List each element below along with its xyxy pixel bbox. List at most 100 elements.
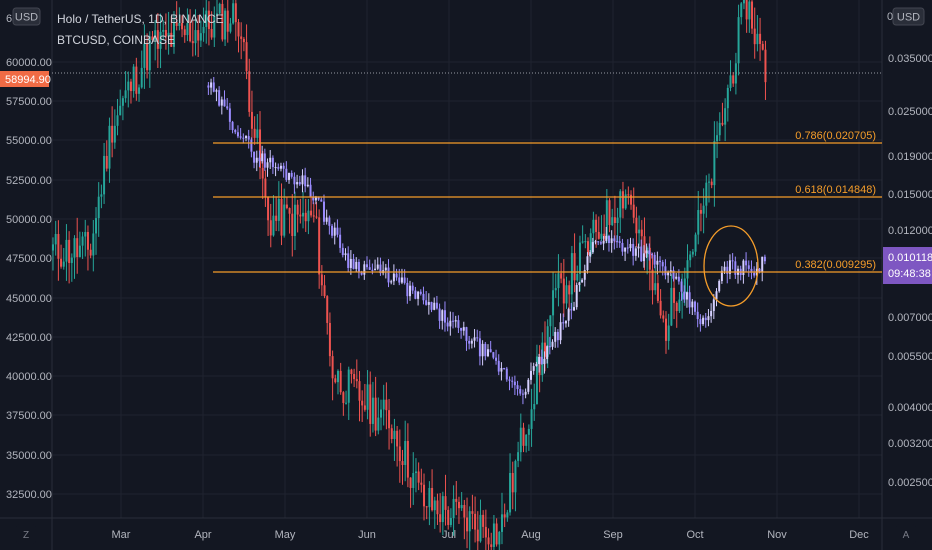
candle-body bbox=[274, 167, 277, 169]
candle-body bbox=[277, 167, 280, 169]
candle-body bbox=[162, 29, 165, 32]
candle-body bbox=[392, 273, 395, 282]
candle-body bbox=[605, 200, 608, 239]
candle-body bbox=[318, 217, 321, 275]
candle-body bbox=[382, 399, 385, 410]
candle-body bbox=[331, 225, 334, 236]
candle-body bbox=[263, 153, 266, 168]
candle-body bbox=[159, 31, 162, 49]
left-currency-badge[interactable] bbox=[12, 7, 41, 26]
candle-body bbox=[573, 307, 576, 311]
candle-body bbox=[697, 210, 700, 235]
candle-body bbox=[124, 90, 127, 99]
candle-body bbox=[707, 316, 710, 321]
candle-body bbox=[189, 23, 192, 42]
left-price-axis[interactable]: 62 USD 32500.00 35000.00 37500.00 40000.… bbox=[0, 7, 52, 501]
candle-body bbox=[368, 267, 371, 270]
candle-body bbox=[140, 67, 143, 88]
candle-body bbox=[215, 90, 218, 92]
candle-body bbox=[320, 274, 323, 286]
candle-body bbox=[726, 266, 729, 274]
candle-body bbox=[583, 270, 586, 280]
candle-body bbox=[578, 242, 581, 274]
candle-body bbox=[635, 217, 638, 234]
candle-body bbox=[484, 526, 487, 538]
candle-body bbox=[427, 302, 430, 305]
candle-body bbox=[207, 10, 210, 29]
grid-vertical bbox=[120, 0, 860, 518]
candle-body bbox=[610, 238, 613, 244]
candle-body bbox=[390, 281, 393, 283]
candle-body bbox=[234, 129, 237, 133]
left-currency-label: USD bbox=[15, 12, 38, 24]
candle-body bbox=[484, 343, 487, 357]
candle-body bbox=[250, 111, 253, 129]
candle-body bbox=[581, 241, 584, 243]
candle-body bbox=[132, 66, 135, 92]
candle-body bbox=[549, 315, 552, 327]
candle-body bbox=[390, 428, 393, 440]
candle-body bbox=[691, 301, 694, 308]
candle-body bbox=[718, 281, 721, 292]
right-currency-badge[interactable] bbox=[892, 7, 925, 26]
candle-body bbox=[103, 155, 106, 195]
candle-body bbox=[347, 369, 350, 403]
candle-body bbox=[371, 269, 374, 271]
candle-body bbox=[694, 234, 697, 252]
candle-body bbox=[172, 22, 175, 47]
candle-body bbox=[312, 215, 315, 217]
candle-body bbox=[57, 233, 60, 259]
candle-body bbox=[374, 268, 377, 271]
candle-body bbox=[65, 239, 68, 262]
candle-body bbox=[632, 204, 635, 218]
candle-body bbox=[586, 256, 589, 271]
candle-body bbox=[675, 302, 678, 312]
candle-body bbox=[129, 81, 132, 92]
right-price-axis[interactable]: 0 USD 0.035000 0.025000 0.019000 0.01500… bbox=[883, 7, 932, 489]
candle-body bbox=[595, 219, 598, 232]
candle-body bbox=[476, 529, 479, 542]
candle-body bbox=[226, 10, 229, 32]
fib-retracement[interactable]: 0.786(0.020705) 0.618(0.014848) 0.382(0.… bbox=[213, 130, 882, 273]
candle-body bbox=[237, 22, 240, 37]
candle-body bbox=[689, 254, 692, 261]
candle-body bbox=[199, 33, 202, 41]
ellipse-annotation[interactable] bbox=[703, 225, 759, 307]
candle-body bbox=[503, 368, 506, 370]
auto-scale-button[interactable]: A bbox=[896, 524, 916, 544]
candle-body bbox=[353, 374, 356, 380]
main-symbol-title[interactable]: Holo / TetherUS, 1D, BINANCE bbox=[57, 12, 224, 26]
candle-body bbox=[511, 380, 514, 382]
candle-body bbox=[683, 278, 686, 294]
candle-body bbox=[492, 352, 495, 358]
candle-body bbox=[105, 155, 108, 169]
candle-body bbox=[732, 75, 735, 84]
compare-symbol-title[interactable]: BTCUSD, COINBASE bbox=[57, 33, 175, 47]
left-tick: 47500.00 bbox=[6, 253, 52, 265]
candle-body bbox=[369, 384, 372, 424]
candle-body bbox=[213, 15, 216, 38]
candle-body bbox=[685, 292, 688, 300]
candle-body bbox=[597, 231, 600, 239]
timezone-button[interactable]: Z bbox=[16, 524, 36, 544]
candle-body bbox=[269, 157, 272, 163]
candle-body bbox=[669, 270, 672, 272]
candle-body bbox=[366, 384, 369, 410]
candle-body bbox=[347, 253, 350, 268]
candle-body bbox=[306, 184, 309, 187]
candle-body bbox=[670, 287, 673, 326]
candle-body bbox=[627, 194, 630, 196]
time-axis[interactable]: Mar Apr May Jun Jul Aug Sep Oct Nov Dec bbox=[112, 529, 870, 541]
candle-body bbox=[720, 270, 723, 282]
right-tick: 0.035000 bbox=[888, 53, 932, 65]
candle-body bbox=[431, 487, 434, 511]
candle-body bbox=[446, 322, 449, 327]
candle-body bbox=[573, 253, 576, 281]
candle-body bbox=[267, 196, 270, 221]
candle-body bbox=[97, 196, 100, 219]
fib-label-0786: 0.786(0.020705) bbox=[795, 130, 876, 142]
fib-label-0618: 0.618(0.014848) bbox=[795, 184, 876, 196]
candle-body bbox=[664, 318, 667, 341]
